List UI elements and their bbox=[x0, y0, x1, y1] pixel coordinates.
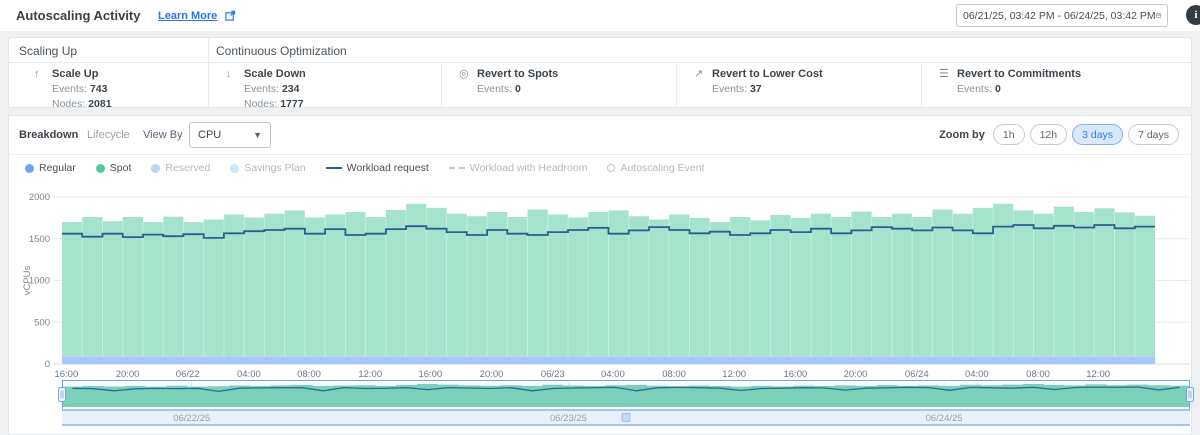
legend-item-reserved[interactable]: Reserved bbox=[151, 162, 210, 174]
stat-metric: Events: 0 bbox=[957, 83, 1001, 95]
zoom-by-label: Zoom by bbox=[939, 128, 985, 141]
stat-title: Revert to Lower Cost bbox=[712, 68, 823, 80]
x-tick-label: 06/22 bbox=[176, 369, 200, 380]
capacity-chart: 0 500 1000 1500 2000 vCPUs 16:00 20:00 06/22 04:0… bbox=[22, 192, 1190, 380]
tab-breakdown[interactable]: Breakdown bbox=[19, 129, 79, 141]
divider bbox=[676, 62, 677, 107]
chevron-down-icon: ▼ bbox=[253, 130, 262, 140]
date-range-value: 06/21/25, 03:42 PM - 06/24/25, 03:42 PM bbox=[963, 9, 1156, 22]
stat-scale-down: ↓ Scale Down Events: 234 Nodes: 1777 bbox=[226, 68, 306, 110]
top-header-bar: Autoscaling Activity Learn More 06/21/25… bbox=[0, 0, 1200, 31]
stat-metric: Nodes: 2081 bbox=[52, 98, 112, 110]
stack-icon: ☰ bbox=[939, 68, 949, 80]
overview-workload-line bbox=[72, 386, 1180, 393]
page-title: Autoscaling Activity bbox=[16, 8, 141, 23]
x-tick-label: 16:00 bbox=[784, 369, 808, 380]
arrow-box-icon: ↗ bbox=[694, 68, 704, 80]
y-tick-label: 2000 bbox=[29, 192, 50, 203]
tab-lifecycle[interactable]: Lifecycle bbox=[87, 129, 130, 141]
overview-date-label: 06/22/25 bbox=[173, 413, 210, 424]
stat-metric: Events: 0 bbox=[477, 83, 521, 95]
y-tick-label: 500 bbox=[34, 317, 50, 328]
overview-spot-area bbox=[62, 384, 1190, 407]
view-by-select[interactable]: CPU ▼ bbox=[189, 122, 271, 148]
x-tick-label: 08:00 bbox=[1026, 369, 1050, 380]
zoom-option-3-days[interactable]: 3 days bbox=[1072, 124, 1124, 145]
zoom-option-7-days[interactable]: 7 days bbox=[1128, 124, 1179, 145]
brush-handle-left[interactable] bbox=[58, 387, 66, 402]
x-tick-label: 20:00 bbox=[844, 369, 868, 380]
x-tick-label: 04:00 bbox=[601, 369, 625, 380]
legend-item-spot[interactable]: Spot bbox=[95, 162, 131, 174]
zoom-by-group: Zoom by 1h 12h 3 days 7 days bbox=[939, 124, 1179, 145]
stat-revert-to-commitments: ☰ Revert to Commitments Events: 0 bbox=[939, 68, 1081, 95]
legend-item-workload-with-headroom[interactable]: Workload with Headroom bbox=[448, 162, 587, 174]
stat-revert-to-spots: ◎ Revert to Spots Events: 0 bbox=[459, 68, 558, 95]
stats-panel: Scaling Up Continuous Optimization ↑ Sca… bbox=[8, 37, 1192, 110]
x-tick-label: 06/23 bbox=[541, 369, 565, 380]
stat-metric: Events: 234 bbox=[244, 83, 300, 95]
x-tick-label: 06/24 bbox=[905, 369, 929, 380]
regular-area bbox=[62, 356, 1155, 364]
x-tick-label: 20:00 bbox=[116, 369, 140, 380]
arrow-up-icon: ↑ bbox=[34, 68, 40, 80]
group-label-continuous-optimization: Continuous Optimization bbox=[216, 44, 347, 58]
stat-title: Revert to Commitments bbox=[957, 68, 1082, 80]
external-link-icon bbox=[225, 10, 236, 21]
y-tick-label: 0 bbox=[45, 359, 50, 370]
x-tick-label: 12:00 bbox=[1086, 369, 1110, 380]
chart-legend: Regular Spot Reserved Savings Plan Workload … bbox=[25, 162, 705, 174]
y-tick-label: 1000 bbox=[29, 276, 50, 287]
x-tick-label: 08:00 bbox=[662, 369, 686, 380]
stat-metric: Nodes: 1777 bbox=[244, 98, 304, 110]
x-tick-label: 20:00 bbox=[480, 369, 504, 380]
overview-brush-chart[interactable]: 06/22/25 06/23/25 06/24/25 bbox=[0, 379, 1200, 435]
date-range-picker[interactable]: 06/21/25, 03:42 PM - 06/24/25, 03:42 PM bbox=[956, 4, 1168, 27]
stat-title: Scale Down bbox=[244, 68, 306, 80]
arrow-down-icon: ↓ bbox=[226, 68, 232, 80]
legend-item-autoscaling-event[interactable]: Autoscaling Event bbox=[607, 162, 705, 174]
stat-scale-up: ↑ Scale Up Events: 743 Nodes: 2081 bbox=[34, 68, 112, 110]
info-button[interactable]: i bbox=[1186, 5, 1200, 25]
stat-title: Scale Up bbox=[52, 68, 99, 80]
zoom-option-1h[interactable]: 1h bbox=[992, 124, 1025, 145]
x-tick-label: 12:00 bbox=[722, 369, 746, 380]
stat-title: Revert to Spots bbox=[477, 68, 559, 80]
view-by-value: CPU bbox=[198, 129, 222, 141]
zoom-option-12h[interactable]: 12h bbox=[1029, 124, 1068, 145]
target-icon: ◎ bbox=[459, 68, 469, 80]
overview-date-label: 06/24/25 bbox=[926, 413, 963, 424]
scrollbar-grip[interactable] bbox=[621, 413, 631, 422]
divider bbox=[921, 62, 922, 107]
stat-metric: Events: 37 bbox=[712, 83, 762, 95]
y-axis-title: vCPUs bbox=[22, 265, 33, 295]
x-tick-label: 16:00 bbox=[54, 369, 78, 380]
group-label-scaling-up: Scaling Up bbox=[19, 44, 78, 58]
divider bbox=[9, 154, 1191, 155]
x-tick-label: 08:00 bbox=[297, 369, 321, 380]
x-tick-label: 12:00 bbox=[358, 369, 382, 380]
workload-request-line bbox=[62, 224, 1155, 239]
chart-panel: Breakdown Lifecycle View By CPU ▼ Zoom b… bbox=[8, 115, 1194, 435]
divider bbox=[208, 38, 209, 107]
x-tick-label: 04:00 bbox=[237, 369, 261, 380]
overview-date-label: 06/23/25 bbox=[550, 413, 587, 424]
divider bbox=[9, 62, 1191, 63]
legend-item-regular[interactable]: Regular bbox=[25, 162, 76, 174]
spot-area bbox=[62, 203, 1155, 357]
legend-item-savings-plan[interactable]: Savings Plan bbox=[230, 162, 306, 174]
stat-metric: Events: 743 bbox=[52, 83, 108, 95]
x-tick-label: 16:00 bbox=[418, 369, 442, 380]
calendar-icon bbox=[1155, 13, 1161, 19]
stat-revert-to-lower-cost: ↗ Revert to Lower Cost Events: 37 bbox=[694, 68, 823, 95]
learn-more-link[interactable]: Learn More bbox=[158, 10, 218, 22]
brush-handle-right[interactable] bbox=[1186, 387, 1194, 402]
legend-item-workload-request[interactable]: Workload request bbox=[325, 162, 429, 174]
x-tick-label: 04:00 bbox=[965, 369, 989, 380]
view-by-label: View By bbox=[143, 129, 183, 141]
divider bbox=[441, 62, 442, 107]
y-tick-label: 1500 bbox=[29, 234, 50, 245]
